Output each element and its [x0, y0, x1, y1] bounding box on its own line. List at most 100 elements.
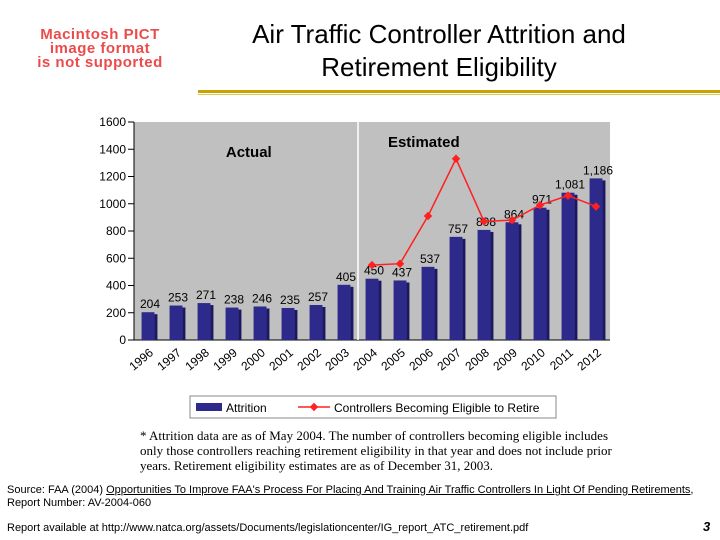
placeholder-line: is not supported: [37, 54, 163, 71]
bar: [477, 229, 491, 340]
bar: [337, 284, 351, 340]
footnote-line: * Attrition data are as of May 2004. The…: [140, 428, 608, 443]
region-label-actual: Actual: [226, 144, 272, 161]
bar-shadow: [462, 238, 466, 340]
bar: [589, 178, 603, 340]
x-tick-label: 2008: [462, 345, 492, 373]
bar-data-label: 253: [168, 291, 188, 305]
x-tick-label: 2006: [406, 345, 436, 373]
bar: [561, 192, 575, 340]
y-tick-label: 800: [106, 224, 126, 238]
placeholder-line: image format: [49, 40, 151, 57]
bar-shadow: [546, 209, 550, 340]
legend-label-eligible: Controllers Becoming Eligible to Retire: [334, 401, 540, 415]
eligible-series-point: [451, 154, 461, 164]
footnote-line: years. Retirement eligibility estimates …: [140, 458, 494, 473]
region-label-estimated: Estimated: [388, 134, 460, 151]
x-tick-label: 2007: [434, 345, 464, 373]
bar-data-label: 864: [504, 207, 524, 221]
x-tick-label: 2002: [294, 345, 324, 373]
bar-shadow: [182, 307, 186, 340]
bar-shadow: [518, 224, 522, 340]
attrition-chart: 0 200 400 600 800 1000 1200 1400 1600 Actual Estim…: [99, 115, 613, 419]
y-tick-label: 1600: [99, 115, 126, 129]
bar-data-label: 235: [280, 293, 300, 307]
x-tick-label: 2003: [322, 345, 352, 373]
x-tick-label: 2004: [350, 345, 380, 373]
source-suffix: , Report Number: AV-2004-060: [7, 484, 694, 509]
bar-data-label: 271: [196, 288, 216, 302]
bar-shadow: [378, 280, 382, 340]
bar-shadow: [294, 309, 298, 340]
eligible-series-point: [423, 211, 433, 221]
legend-label-attrition: Attrition: [226, 401, 267, 415]
bar-shadow: [322, 306, 326, 340]
report-availability: Report available at http://www.natca.org…: [7, 522, 529, 534]
bar-shadow: [490, 231, 494, 340]
bar: [281, 307, 295, 340]
footnote-line: only those controllers reaching retireme…: [140, 443, 612, 458]
source-prefix: Source: FAA (2004): [7, 484, 107, 496]
bar-data-label: 204: [140, 297, 160, 311]
eligible-series-point: [367, 260, 377, 270]
bar-shadow: [210, 305, 214, 340]
slide-title-line1: Air Traffic Controller Attrition and: [252, 19, 626, 49]
title-rule: [198, 90, 720, 93]
y-tick-label: 0: [119, 333, 126, 347]
bar-shadow: [350, 286, 354, 340]
bar-data-label: 757: [448, 222, 468, 236]
title-rule-thin: [198, 94, 720, 95]
y-tick-label: 400: [106, 279, 126, 293]
bar: [533, 207, 547, 340]
unsupported-image-placeholder: Macintosh PICT image format is not suppo…: [0, 26, 200, 71]
y-tick-label: 200: [106, 306, 126, 320]
bar-shadow: [154, 314, 158, 340]
slide-title-line2: Retirement Eligibility: [321, 52, 557, 82]
x-tick-label: 2010: [518, 345, 548, 373]
source-report-link[interactable]: Opportunities To Improve FAA's Process F…: [106, 484, 691, 496]
bar-data-label: 238: [224, 293, 244, 307]
footnote: * Attrition data are as of May 2004. The…: [140, 428, 660, 473]
bar: [393, 280, 407, 340]
bar-shadow: [406, 282, 410, 340]
slide-title: Air Traffic Controller Attrition and Ret…: [200, 18, 678, 84]
bar: [253, 306, 267, 340]
bar: [449, 236, 463, 340]
source-citation: Source: FAA (2004) Opportunities To Impr…: [7, 484, 707, 510]
x-tick-label: 2009: [490, 345, 520, 373]
page-number: 3: [703, 519, 711, 534]
x-tick-label: 1998: [182, 345, 212, 373]
bar: [197, 303, 211, 340]
bar: [225, 307, 239, 340]
y-tick-label: 1200: [99, 170, 126, 184]
x-tick-label: 2000: [238, 345, 268, 373]
bar: [141, 312, 155, 340]
bar-data-label: 1,186: [583, 163, 613, 177]
legend-swatch-attrition: [196, 403, 222, 411]
bar-shadow: [238, 309, 242, 340]
bar: [309, 304, 323, 340]
eligible-series-point: [479, 217, 489, 226]
bar-shadow: [266, 308, 270, 340]
x-tick-label: 1999: [210, 345, 240, 373]
bar-data-label: 1,081: [555, 178, 585, 192]
y-tick-label: 1400: [99, 142, 126, 156]
legend-swatch-eligible-marker: [309, 402, 319, 412]
bar-data-label: 437: [392, 265, 412, 279]
bar: [365, 278, 379, 340]
x-tick-label: 2011: [547, 345, 576, 373]
x-tick-label: 1997: [154, 345, 184, 373]
bar-data-label: 537: [420, 252, 440, 266]
bar-shadow: [574, 194, 578, 340]
bar-data-label: 257: [308, 290, 328, 304]
legend-box: [189, 395, 557, 419]
x-tick-label: 2001: [266, 345, 296, 373]
bar: [505, 222, 519, 340]
bar-data-label: 246: [252, 291, 272, 305]
x-tick-label: 2012: [574, 345, 604, 373]
bar-shadow: [602, 180, 606, 340]
y-tick-label: 1000: [99, 197, 126, 211]
placeholder-line: Macintosh PICT: [40, 26, 160, 43]
x-tick-label: 2005: [378, 345, 408, 373]
bar-data-label: 450: [364, 264, 384, 278]
